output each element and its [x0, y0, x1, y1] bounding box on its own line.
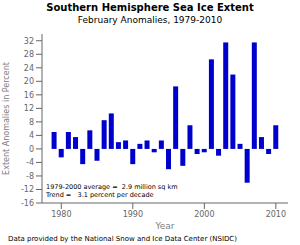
html-text:1979-2000 average = 2.9 millio: 1979-2000 average = 2.9 million sq km [46, 183, 178, 191]
html-text:February Anomalies, 1979-2010: February Anomalies, 1979-2010 [77, 15, 223, 25]
svg-text:2010: 2010 [266, 210, 286, 219]
html-text:Data provided by the National: Data provided by the National Snow and I… [8, 235, 237, 243]
svg-text:0: 0 [29, 145, 34, 154]
svg-text:32: 32 [24, 37, 34, 46]
svg-text:-16: -16 [21, 199, 34, 208]
svg-text:Year: Year [154, 221, 174, 231]
svg-text:16: 16 [24, 91, 34, 100]
svg-text:8: 8 [29, 118, 34, 127]
svg-text:20: 20 [24, 77, 34, 86]
svg-text:-8: -8 [26, 172, 34, 181]
svg-text:12: 12 [24, 104, 34, 113]
svg-text:-12: -12 [21, 185, 34, 194]
html-text:Trend = 3.1 percent per decade: Trend = 3.1 percent per decade [46, 191, 154, 199]
svg-text:28: 28 [24, 50, 34, 59]
svg-text:2000: 2000 [194, 210, 214, 219]
svg-text:1990: 1990 [123, 210, 143, 219]
svg-text:4: 4 [29, 131, 34, 140]
svg-text:-4: -4 [26, 158, 34, 167]
svg-text:Extent Anomalies in Percent: Extent Anomalies in Percent [8, 62, 11, 175]
svg-text:24: 24 [24, 64, 34, 73]
html-text:Southern Hemisphere Sea Ice Ex: Southern Hemisphere Sea Ice Extent [46, 2, 254, 13]
svg-text:1980: 1980 [51, 210, 71, 219]
